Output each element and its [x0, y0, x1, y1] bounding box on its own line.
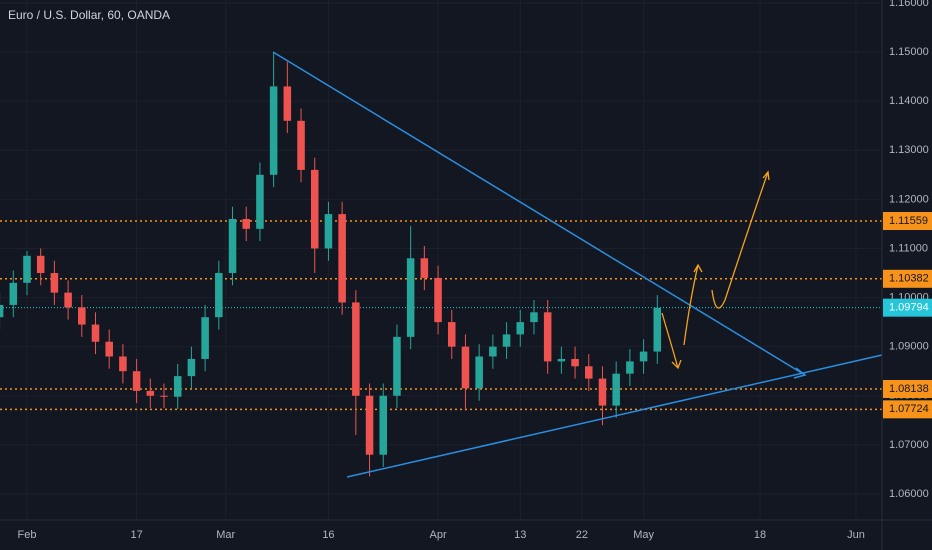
last-price-box: [883, 298, 932, 317]
level-label-box: [883, 379, 932, 398]
x-tick-label: 13: [514, 529, 526, 541]
candle-body: [50, 273, 59, 293]
candle-body: [0, 304, 4, 318]
candle-body: [447, 322, 456, 347]
candle-body: [338, 214, 346, 303]
candle-body: [105, 341, 113, 357]
candle-body: [23, 255, 31, 283]
x-tick-label: Jun: [847, 529, 865, 541]
x-tick-label: 18: [754, 529, 766, 541]
candle-body: [352, 302, 360, 396]
projection: [711, 171, 769, 309]
candle-body: [36, 255, 45, 274]
candle-body: [269, 86, 278, 175]
trendline: [272, 51, 806, 376]
candle-body: [393, 336, 401, 396]
candle-body: [91, 324, 100, 342]
projection: [683, 264, 699, 346]
candle-body: [557, 358, 566, 362]
projection: [661, 312, 679, 369]
candle-body: [516, 322, 525, 335]
candle-body: [324, 214, 333, 249]
candle-body: [9, 282, 18, 305]
candle-body: [461, 346, 470, 389]
candle-body: [598, 378, 607, 406]
last-price-label: 1.09794: [889, 302, 929, 314]
arrowhead: [762, 170, 770, 181]
candle-body: [187, 358, 196, 377]
level-label-box: [883, 400, 932, 419]
candle-body: [146, 390, 155, 396]
x-tick-label: May: [633, 529, 654, 541]
candle-body: [653, 307, 662, 352]
candle-body: [406, 258, 415, 337]
x-tick-label: Apr: [429, 529, 446, 541]
y-tick-label: 1.12000: [889, 193, 929, 205]
candle-body: [215, 273, 223, 318]
candle-body: [639, 351, 648, 362]
x-tick-label: 17: [130, 529, 142, 541]
candle-body: [64, 292, 72, 308]
y-tick-label: 1.16000: [889, 0, 929, 9]
candle-body: [242, 218, 250, 229]
candle-body: [530, 312, 538, 323]
level-label: 1.07724: [889, 403, 929, 415]
candle-body: [78, 307, 86, 325]
arrowhead: [693, 263, 703, 273]
level-label-box: [883, 269, 932, 288]
candle-body: [228, 218, 237, 274]
y-tick-label: 1.07000: [889, 439, 929, 451]
trendline: [346, 354, 883, 478]
candle-body: [160, 395, 168, 397]
candle-body: [571, 358, 579, 367]
candle-body: [297, 120, 305, 170]
x-tick-label: 22: [576, 529, 588, 541]
candle-body: [379, 395, 388, 455]
y-tick-label: 1.11000: [889, 242, 928, 254]
candle-body: [434, 277, 442, 323]
candle-body: [420, 258, 429, 278]
candle-body: [119, 356, 127, 372]
candle-body: [365, 395, 374, 455]
x-tick-label: 16: [322, 529, 334, 541]
candle-body: [543, 312, 552, 362]
candle-body: [475, 356, 483, 389]
arrowhead: [793, 367, 807, 379]
level-label: 1.08138: [889, 383, 929, 395]
candle-body: [626, 361, 634, 374]
candles: [0, 52, 662, 477]
candle-body: [612, 373, 620, 406]
y-tick-label: 1.06000: [889, 488, 929, 500]
arrowhead: [671, 359, 682, 370]
level-label: 1.10382: [889, 273, 929, 285]
candle-body: [489, 346, 497, 357]
candle-body: [132, 371, 141, 391]
candle-body: [502, 334, 511, 347]
drawings: [272, 51, 883, 478]
axes: 1.060001.070001.080001.090001.100001.110…: [18, 0, 932, 541]
x-tick-label: Feb: [18, 529, 37, 541]
candle-body: [256, 174, 264, 229]
levels: [0, 220, 882, 411]
candle-body: [173, 376, 182, 397]
level-label: 1.11559: [889, 215, 928, 227]
candle-body: [283, 86, 292, 121]
candle-body: [585, 366, 593, 379]
level-label-box: [883, 212, 932, 231]
y-tick-label: 1.13000: [889, 144, 929, 156]
candle-body: [310, 169, 319, 249]
candle-body: [201, 317, 209, 359]
x-tick-label: Mar: [216, 529, 235, 541]
chart-title: Euro / U.S. Dollar, 60, OANDA: [8, 8, 170, 22]
y-tick-label: 1.15000: [889, 46, 929, 58]
y-tick-label: 1.14000: [889, 95, 929, 107]
y-tick-label: 1.09000: [889, 341, 929, 353]
